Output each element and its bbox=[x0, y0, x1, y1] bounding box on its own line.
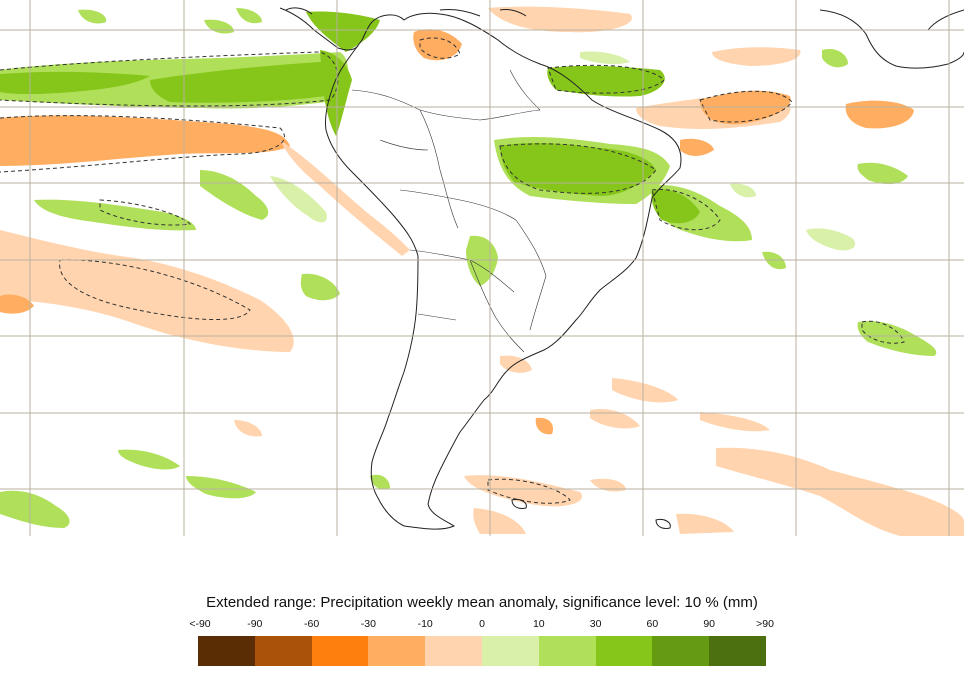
legend-swatch bbox=[652, 636, 710, 666]
precipitation-anomaly-map bbox=[0, 0, 964, 536]
significance-contours bbox=[0, 37, 905, 504]
legend-tick-label: -10 bbox=[417, 618, 433, 630]
legend-tick-label: 90 bbox=[703, 618, 716, 630]
legend-swatch bbox=[709, 636, 767, 666]
wet-anomaly-areas bbox=[0, 8, 937, 528]
legend-swatch bbox=[311, 636, 369, 666]
legend-swatch bbox=[198, 636, 256, 666]
legend-tick-label: <-90 bbox=[189, 618, 211, 630]
legend-tick-label: 10 bbox=[532, 618, 545, 630]
legend-tick-label: 30 bbox=[589, 618, 602, 630]
legend-title: Extended range: Precipitation weekly mea… bbox=[206, 594, 758, 611]
legend-tick-label: -60 bbox=[304, 618, 320, 630]
legend-swatch bbox=[538, 636, 597, 666]
legend-tick-label: -30 bbox=[360, 618, 376, 630]
graticule bbox=[0, 0, 964, 536]
legend-swatch bbox=[595, 636, 653, 666]
legend-swatch bbox=[482, 636, 540, 666]
legend-swatch bbox=[368, 636, 426, 666]
legend-tick-label: 0 bbox=[479, 618, 485, 630]
legend-swatch bbox=[425, 636, 483, 666]
legend-tick-label: -90 bbox=[247, 618, 263, 630]
legend-tick-label: >90 bbox=[756, 618, 774, 630]
coastlines bbox=[279, 7, 964, 530]
legend-swatch bbox=[254, 636, 313, 666]
dry-anomaly-areas bbox=[0, 6, 964, 536]
legend-tick-label: 60 bbox=[646, 618, 659, 630]
